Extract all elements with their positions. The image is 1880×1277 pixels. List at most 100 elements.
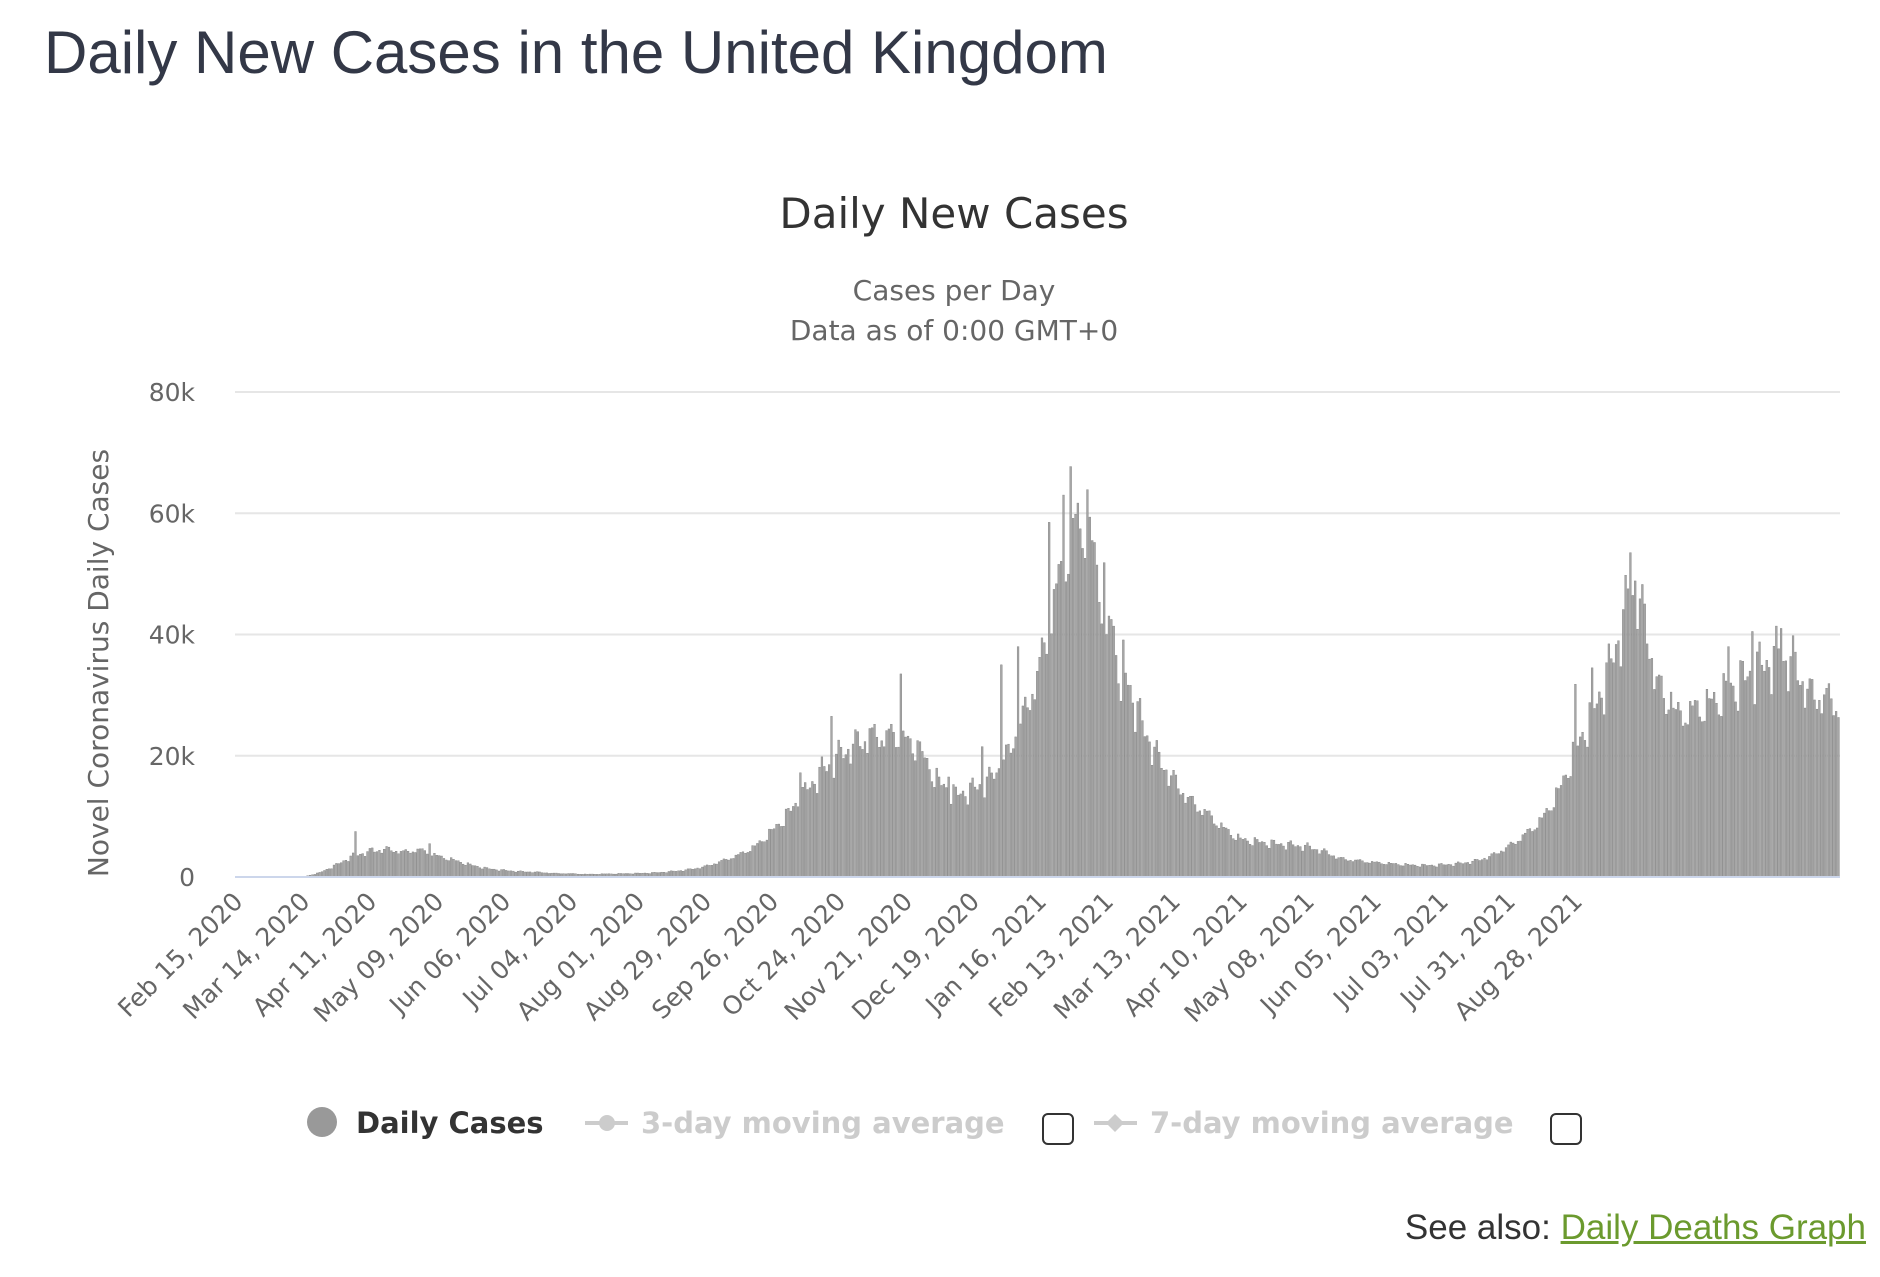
bar[interactable] <box>1519 840 1522 878</box>
bar[interactable] <box>1148 741 1151 878</box>
bar[interactable] <box>1703 720 1706 878</box>
bar[interactable] <box>734 854 737 878</box>
bar[interactable] <box>1339 857 1343 878</box>
bar[interactable] <box>1036 671 1039 878</box>
bar[interactable] <box>713 863 716 878</box>
bar[interactable] <box>1681 725 1685 878</box>
bar[interactable] <box>847 748 850 878</box>
bar[interactable] <box>354 831 357 878</box>
bar[interactable] <box>330 868 333 878</box>
bar[interactable] <box>1033 699 1036 878</box>
bar[interactable] <box>1602 714 1606 878</box>
bar[interactable] <box>1777 648 1780 878</box>
bar[interactable] <box>792 806 795 878</box>
bar[interactable] <box>378 850 381 878</box>
bar[interactable] <box>1562 775 1565 878</box>
bar[interactable] <box>1074 514 1077 878</box>
bar[interactable] <box>1457 861 1460 878</box>
bar[interactable] <box>739 852 742 878</box>
bar[interactable] <box>371 847 374 878</box>
bar[interactable] <box>1588 702 1591 878</box>
bar[interactable] <box>1191 795 1194 878</box>
bar[interactable] <box>399 851 403 878</box>
bar[interactable] <box>1768 667 1771 878</box>
bar[interactable] <box>1349 860 1352 878</box>
bar[interactable] <box>952 784 955 878</box>
bar[interactable] <box>476 866 479 878</box>
bar[interactable] <box>438 855 441 878</box>
bar[interactable] <box>1526 829 1529 878</box>
bar[interactable] <box>1060 561 1063 878</box>
bar[interactable] <box>694 868 697 878</box>
bar[interactable] <box>1617 640 1620 878</box>
bar[interactable] <box>947 776 950 878</box>
bar[interactable] <box>1057 564 1060 878</box>
bar[interactable] <box>1320 850 1323 878</box>
bar[interactable] <box>1414 864 1417 878</box>
bar[interactable] <box>428 843 431 878</box>
bar[interactable] <box>466 862 470 878</box>
bar[interactable] <box>940 785 943 878</box>
bar[interactable] <box>1543 812 1546 878</box>
bar[interactable] <box>452 859 455 878</box>
bar[interactable] <box>1292 844 1295 878</box>
bar[interactable] <box>1550 810 1553 878</box>
bar[interactable] <box>1179 794 1182 878</box>
bar[interactable] <box>1270 839 1273 878</box>
bar[interactable] <box>1213 823 1216 878</box>
bar[interactable] <box>997 768 1001 878</box>
bar[interactable] <box>352 852 355 878</box>
bar[interactable] <box>1452 865 1455 878</box>
bar[interactable] <box>1411 864 1414 878</box>
bar[interactable] <box>462 863 465 878</box>
bar[interactable] <box>1612 662 1615 878</box>
bar[interactable] <box>347 861 350 878</box>
bar[interactable] <box>1342 857 1345 878</box>
bar[interactable] <box>1115 655 1118 878</box>
bar[interactable] <box>1103 562 1106 878</box>
bar[interactable] <box>806 789 809 878</box>
bar[interactable] <box>959 793 962 878</box>
bar[interactable] <box>744 853 747 878</box>
bar[interactable] <box>1263 842 1266 878</box>
bar[interactable] <box>363 856 367 878</box>
bar[interactable] <box>1605 662 1608 878</box>
bar[interactable] <box>1045 653 1048 878</box>
bar[interactable] <box>1528 828 1532 878</box>
bar[interactable] <box>844 754 847 878</box>
bar[interactable] <box>1466 862 1469 878</box>
bar[interactable] <box>1674 709 1677 878</box>
bar[interactable] <box>1337 857 1340 878</box>
bar[interactable] <box>1820 713 1823 878</box>
bar[interactable] <box>335 863 338 878</box>
bar[interactable] <box>813 783 816 878</box>
bar[interactable] <box>1464 862 1467 878</box>
bar[interactable] <box>1330 855 1333 878</box>
bar[interactable] <box>1679 710 1682 878</box>
bar[interactable] <box>1440 863 1443 878</box>
bar[interactable] <box>1275 843 1278 878</box>
bar[interactable] <box>1760 664 1764 878</box>
bar[interactable] <box>380 852 383 878</box>
bar[interactable] <box>1088 516 1091 878</box>
bar[interactable] <box>1251 845 1254 878</box>
bar[interactable] <box>447 860 450 878</box>
bar[interactable] <box>1686 724 1689 878</box>
bar[interactable] <box>696 867 699 878</box>
bar[interactable] <box>698 868 702 878</box>
bar[interactable] <box>1112 625 1115 878</box>
bar[interactable] <box>875 736 879 878</box>
bar[interactable] <box>753 845 757 878</box>
bar[interactable] <box>1000 664 1003 878</box>
bar[interactable] <box>1026 707 1029 878</box>
bar[interactable] <box>761 841 764 878</box>
bar[interactable] <box>1325 850 1328 878</box>
bar[interactable] <box>1031 693 1034 878</box>
bar[interactable] <box>469 863 472 878</box>
bar[interactable] <box>1619 666 1622 878</box>
bar[interactable] <box>1098 601 1101 878</box>
bar[interactable] <box>828 764 831 878</box>
bar[interactable] <box>1315 849 1319 878</box>
bar[interactable] <box>897 746 900 878</box>
bar[interactable] <box>1756 651 1759 878</box>
